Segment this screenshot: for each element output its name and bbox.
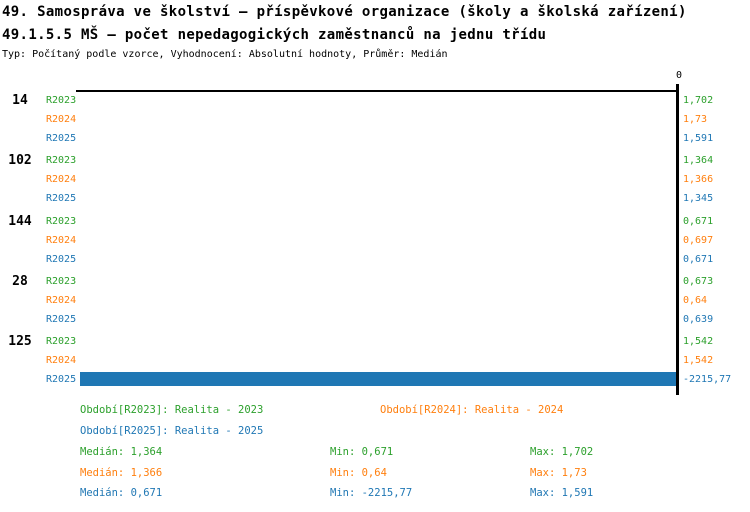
chart-row: R2025 1,591 xyxy=(0,129,750,148)
legend-item-r2023: Období[R2023]: Realita - 2023 xyxy=(80,404,264,416)
series-label: R2023 xyxy=(46,216,77,227)
legend-item-r2025: Období[R2025]: Realita - 2025 xyxy=(80,425,264,437)
median-value: Medián: 1,366 xyxy=(80,467,163,479)
series-label: R2024 xyxy=(46,235,77,246)
group-id-label: 125 xyxy=(8,334,32,349)
value-label: 1,345 xyxy=(683,193,714,204)
series-label: R2023 xyxy=(46,276,77,287)
value-label: 0,673 xyxy=(683,276,714,287)
series-label: R2025 xyxy=(46,133,77,144)
series-label: R2025 xyxy=(46,314,77,325)
chart-row: 102 R2023 1,364 xyxy=(0,151,750,170)
max-value: Max: 1,702 xyxy=(530,446,594,458)
value-label: 0,671 xyxy=(683,254,714,265)
bar-125-R2025 xyxy=(80,372,676,386)
chart-row: R2024 1,73 xyxy=(0,110,750,129)
value-label: 1,702 xyxy=(683,95,714,106)
median-value: Medián: 0,671 xyxy=(80,487,163,499)
chart-row: R2025 0,639 xyxy=(0,310,750,329)
value-label: 0,671 xyxy=(683,216,714,227)
chart-row: R2024 0,64 xyxy=(0,291,750,310)
zero-axis-line xyxy=(676,84,679,395)
chart-row: R2025 -2215,77 xyxy=(0,370,750,389)
series-label: R2024 xyxy=(46,174,77,185)
max-value: Max: 1,591 xyxy=(530,487,594,499)
value-label: 0,697 xyxy=(683,235,714,246)
value-label: 1,364 xyxy=(683,155,714,166)
max-value: Max: 1,73 xyxy=(530,467,587,479)
series-label: R2025 xyxy=(46,374,77,385)
value-label: 1,366 xyxy=(683,174,714,185)
chart-row: 28 R2023 0,673 xyxy=(0,272,750,291)
min-value: Min: 0,64 xyxy=(330,467,387,479)
plot-top-border xyxy=(76,90,678,92)
series-label: R2023 xyxy=(46,155,77,166)
indicator-title: 49.1.5.5 MŠ – počet nepedagogických zamě… xyxy=(2,27,547,43)
median-value: Medián: 1,364 xyxy=(80,446,163,458)
stats-row-r2025: Medián: 0,671 Min: -2215,77 Max: 1,591 xyxy=(0,487,750,501)
min-value: Min: 0,671 xyxy=(330,446,394,458)
chart-row: R2024 1,542 xyxy=(0,351,750,370)
legend-item-r2024: Období[R2024]: Realita - 2024 xyxy=(380,404,564,416)
chart-row: R2025 0,671 xyxy=(0,250,750,269)
chart-row: R2024 0,697 xyxy=(0,231,750,250)
group-id-label: 102 xyxy=(8,153,32,168)
series-label: R2025 xyxy=(46,254,77,265)
series-label: R2023 xyxy=(46,95,77,106)
group-id-label: 28 xyxy=(12,274,28,289)
value-label: 0,64 xyxy=(683,295,708,306)
chart-row: 125 R2023 1,542 xyxy=(0,332,750,351)
value-label: 1,591 xyxy=(683,133,714,144)
indicator-meta: Typ: Počítaný podle vzorce, Vyhodnocení:… xyxy=(2,49,448,60)
group-id-label: 14 xyxy=(12,93,28,108)
series-label: R2024 xyxy=(46,114,77,125)
series-label: R2024 xyxy=(46,355,77,366)
stats-row-r2024: Medián: 1,366 Min: 0,64 Max: 1,73 xyxy=(0,467,750,481)
value-label: 0,639 xyxy=(683,314,714,325)
stats-row-r2023: Medián: 1,364 Min: 0,671 Max: 1,702 xyxy=(0,446,750,460)
chart-row: 14 R2023 1,702 xyxy=(0,91,750,110)
value-label: 1,73 xyxy=(683,114,708,125)
series-label: R2023 xyxy=(46,336,77,347)
chart-row: R2024 1,366 xyxy=(0,170,750,189)
value-label: 1,542 xyxy=(683,355,714,366)
series-label: R2024 xyxy=(46,295,77,306)
chart-row: 144 R2023 0,671 xyxy=(0,212,750,231)
value-label: -2215,77 xyxy=(683,374,732,385)
axis-zero-label: 0 xyxy=(675,70,683,81)
chart-row: R2025 1,345 xyxy=(0,189,750,208)
min-value: Min: -2215,77 xyxy=(330,487,413,499)
series-label: R2025 xyxy=(46,193,77,204)
group-id-label: 144 xyxy=(8,214,32,229)
value-label: 1,542 xyxy=(683,336,714,347)
report-title: 49. Samospráva ve školství – příspěvkové… xyxy=(2,4,687,20)
